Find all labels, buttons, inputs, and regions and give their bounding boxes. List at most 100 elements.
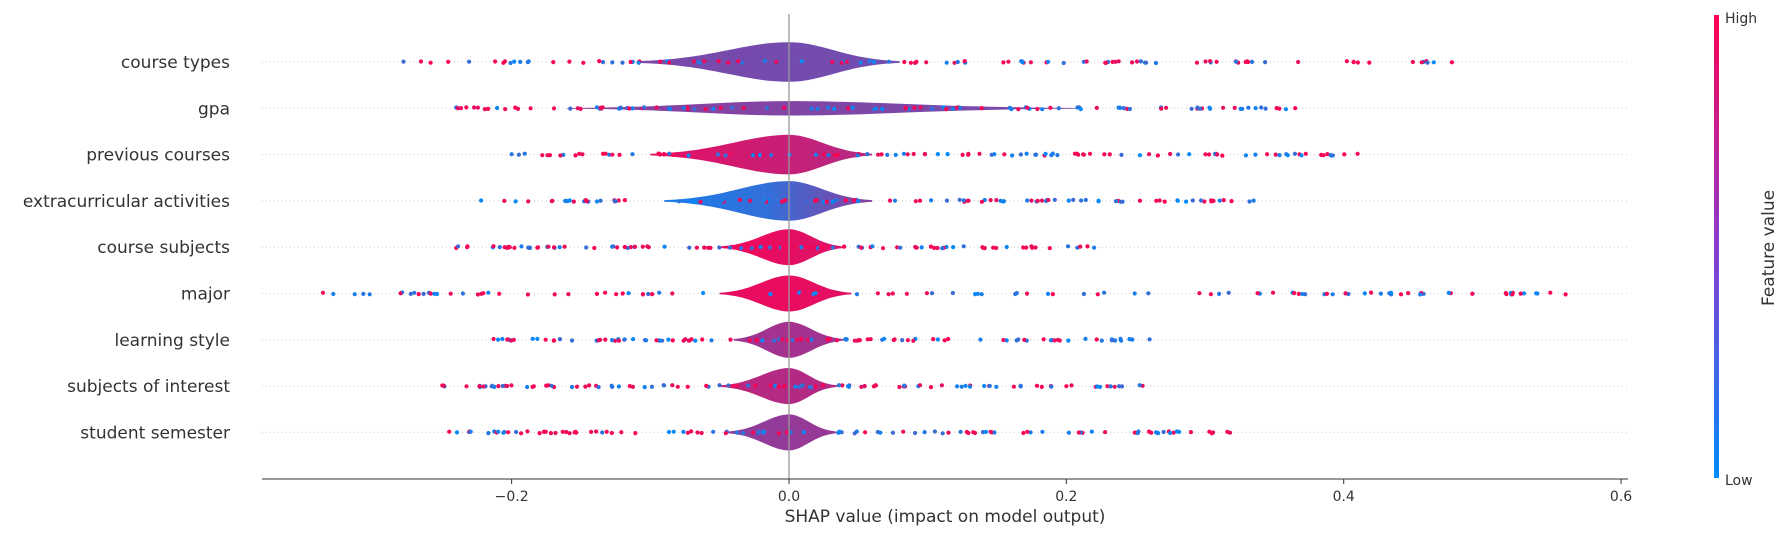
scatter-point [1159, 106, 1164, 111]
scatter-point [835, 152, 841, 157]
scatter-point [809, 106, 814, 111]
scatter-point [320, 290, 326, 295]
scatter-point [1321, 153, 1326, 158]
scatter-point [940, 246, 945, 251]
scatter-point [932, 245, 937, 250]
scatter-point [1099, 338, 1104, 343]
scatter-point [1041, 337, 1046, 342]
scatter-point [479, 198, 484, 203]
scatter-point [631, 337, 636, 342]
scatter-point [882, 336, 887, 341]
scatter-point [1107, 152, 1112, 157]
scatter-point [367, 292, 372, 297]
scatter-point [799, 59, 804, 64]
scatter-point [1521, 291, 1527, 296]
scatter-point [1029, 244, 1034, 249]
scatter-point [830, 245, 836, 250]
scatter-point [736, 59, 741, 64]
scatter-point [465, 245, 470, 250]
scatter-point [458, 106, 464, 111]
scatter-point [496, 337, 501, 342]
scatter-point [1207, 429, 1212, 434]
scatter-point [661, 152, 667, 157]
feature-row: subjects of interest [67, 368, 1628, 405]
scatter-point [865, 337, 870, 342]
scatter-point [1109, 338, 1114, 343]
scatter-point [746, 383, 751, 388]
scatter-point [331, 291, 336, 297]
scatter-point [711, 429, 716, 434]
scatter-point [600, 151, 606, 156]
scatter-point [856, 199, 861, 204]
scatter-point [776, 336, 782, 342]
scatter-point [486, 290, 491, 295]
scatter-point [815, 106, 820, 111]
scatter-point [1255, 291, 1260, 296]
feature-label: student semester [80, 423, 230, 443]
scatter-point [632, 244, 638, 249]
scatter-point [551, 60, 556, 65]
scatter-point [607, 152, 612, 157]
scatter-point [1249, 59, 1255, 64]
scatter-point [1112, 384, 1117, 389]
scatter-point [627, 106, 632, 111]
violin-shape [726, 414, 838, 451]
scatter-point [1066, 198, 1071, 203]
scatter-point [801, 430, 806, 435]
scatter-point [1057, 338, 1062, 343]
scatter-point [687, 199, 693, 204]
scatter-point [1006, 59, 1011, 64]
scatter-point [540, 153, 545, 158]
scatter-point [1039, 198, 1045, 203]
scatter-point [1113, 199, 1118, 204]
scatter-point [717, 245, 722, 250]
scatter-point [960, 152, 965, 157]
scatter-point [537, 431, 542, 436]
scatter-point [1265, 152, 1270, 157]
scatter-point [551, 338, 557, 343]
scatter-point [950, 290, 956, 296]
scatter-point [598, 198, 603, 203]
scatter-point [704, 383, 709, 388]
scatter-point [1022, 337, 1027, 342]
scatter-point [1343, 291, 1348, 296]
scatter-point [844, 59, 850, 64]
scatter-point [600, 105, 605, 110]
scatter-point [904, 291, 910, 296]
scatter-point [1233, 59, 1239, 64]
scatter-point [603, 290, 608, 295]
scatter-point [695, 430, 700, 435]
scatter-point [967, 384, 973, 389]
scatter-point [715, 152, 721, 157]
scatter-point [535, 336, 540, 341]
scatter-point [1045, 291, 1051, 296]
scatter-point [1389, 290, 1394, 295]
scatter-point [944, 198, 950, 203]
scatter-point [905, 152, 910, 157]
feature-label: major [181, 285, 230, 305]
scatter-point [980, 245, 985, 250]
scatter-point [852, 431, 857, 436]
scatter-point [512, 59, 517, 64]
scatter-point [497, 245, 502, 250]
scatter-point [1168, 430, 1173, 436]
scatter-point [654, 105, 659, 110]
scatter-point [786, 290, 791, 295]
scatter-point [1156, 431, 1161, 436]
scatter-point [913, 199, 918, 204]
scatter-point [804, 199, 810, 204]
scatter-point [401, 59, 406, 64]
scatter-point [994, 245, 999, 251]
scatter-point [617, 152, 622, 157]
scatter-point [946, 430, 951, 435]
scatter-point [842, 244, 847, 249]
scatter-point [1190, 198, 1195, 203]
scatter-point [569, 384, 575, 390]
scatter-point [790, 338, 795, 343]
feature-label: learning style [114, 331, 230, 351]
scatter-point [893, 152, 898, 157]
scatter-point [686, 338, 691, 343]
scatter-point [1446, 290, 1451, 295]
scatter-point [558, 153, 563, 158]
